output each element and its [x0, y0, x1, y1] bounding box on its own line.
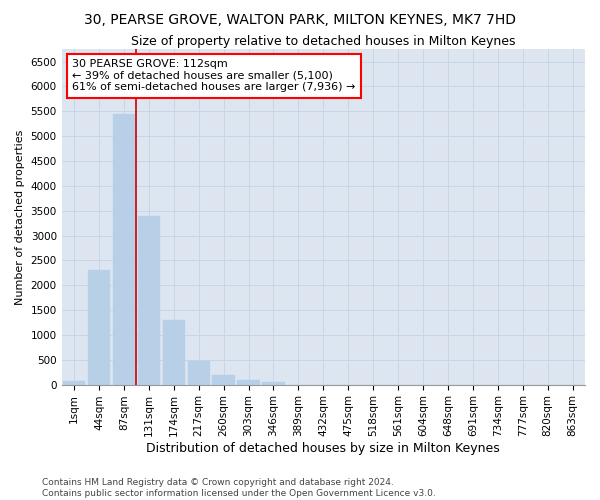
Bar — [137, 216, 160, 384]
Bar — [188, 361, 210, 384]
Bar — [113, 114, 135, 384]
Title: Size of property relative to detached houses in Milton Keynes: Size of property relative to detached ho… — [131, 35, 515, 48]
Bar — [238, 380, 260, 384]
Bar — [212, 374, 235, 384]
Bar — [163, 320, 185, 384]
Bar — [262, 382, 285, 384]
Text: Contains HM Land Registry data © Crown copyright and database right 2024.
Contai: Contains HM Land Registry data © Crown c… — [42, 478, 436, 498]
Text: 30, PEARSE GROVE, WALTON PARK, MILTON KEYNES, MK7 7HD: 30, PEARSE GROVE, WALTON PARK, MILTON KE… — [84, 12, 516, 26]
Text: 30 PEARSE GROVE: 112sqm
← 39% of detached houses are smaller (5,100)
61% of semi: 30 PEARSE GROVE: 112sqm ← 39% of detache… — [72, 59, 356, 92]
Y-axis label: Number of detached properties: Number of detached properties — [15, 129, 25, 304]
X-axis label: Distribution of detached houses by size in Milton Keynes: Distribution of detached houses by size … — [146, 442, 500, 455]
Bar — [63, 381, 85, 384]
Bar — [88, 270, 110, 384]
